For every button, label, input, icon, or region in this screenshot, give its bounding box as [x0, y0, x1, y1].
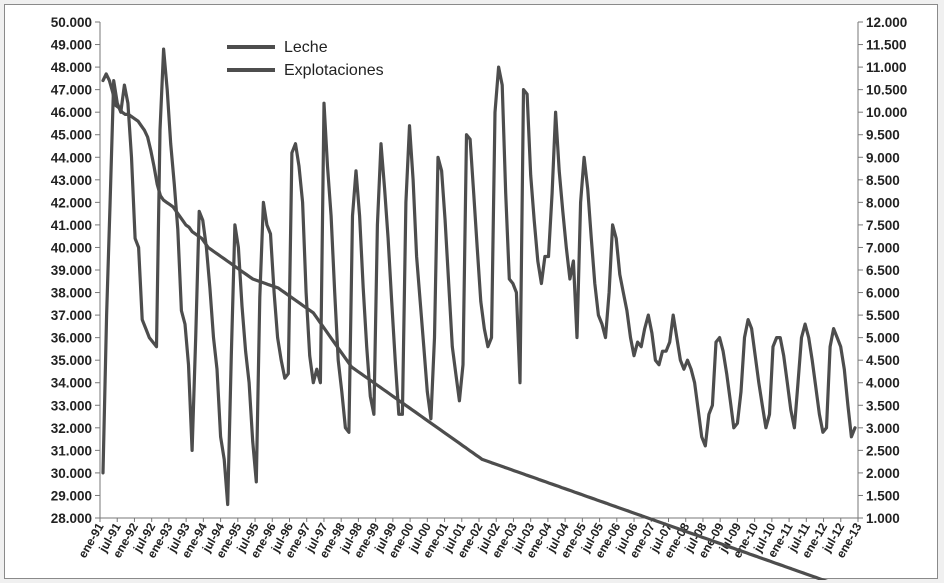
y-left-tick-label: 46.000 [51, 105, 92, 120]
y-left-tick-label: 42.000 [51, 195, 92, 210]
y-right-tick-label: 2.000 [866, 466, 900, 481]
y-right-tick-label: 8.500 [866, 173, 900, 188]
y-right-tick-label: 3.000 [866, 421, 900, 436]
y-left-tick-label: 36.000 [51, 331, 92, 346]
y-left-tick-label: 43.000 [51, 173, 92, 188]
y-left-tick-label: 32.000 [51, 421, 92, 436]
y-right-tick-label: 5.500 [866, 308, 900, 323]
y-right-tick-label: 9.000 [866, 150, 900, 165]
y-left-tick-label: 44.000 [51, 150, 92, 165]
y-left-tick-label: 41.000 [51, 218, 92, 233]
y-left-tick-label: 50.000 [51, 15, 92, 30]
legend-label-explotaciones: Explotaciones [284, 62, 384, 79]
y-left-tick-label: 29.000 [51, 488, 92, 503]
y-left-tick-label: 28.000 [51, 511, 92, 526]
y-right-tick-label: 9.500 [866, 128, 900, 143]
y-right-tick-label: 4.000 [866, 376, 900, 391]
y-right-tick-label: 1.500 [866, 488, 900, 503]
chart-axes: 28.000 29.000 30.000 31.000 32.000 33.000 34.0… [51, 15, 908, 560]
y-left-tick-label: 35.000 [51, 353, 92, 368]
legend-label-leche: Leche [284, 39, 328, 56]
y-right-tick-label: 3.500 [866, 398, 900, 413]
y-right-tick-label: 8.000 [866, 195, 900, 210]
series-line-leche [101, 47, 857, 507]
y-right-tick-label: 11.500 [866, 38, 907, 53]
line-chart: 28.000 29.000 30.000 31.000 32.000 33.000 34.0… [51, 15, 908, 580]
series-line-explotaciones [101, 72, 828, 580]
chart-frame: 28.000 29.000 30.000 31.000 32.000 33.000 34.0… [4, 4, 938, 580]
y-left-tick-label: 45.000 [51, 128, 92, 143]
y-right-tick-label: 6.500 [866, 263, 900, 278]
y-left-tick-label: 37.000 [51, 308, 92, 323]
y-right-tick-label: 5.000 [866, 331, 900, 346]
y-left-tick-label: 31.000 [51, 443, 92, 458]
y-right-tick-label: 1.000 [866, 511, 900, 526]
y-right-tick-label: 12.000 [866, 15, 907, 30]
y-right-tick-label: 7.500 [866, 218, 900, 233]
y-left-tick-label: 33.000 [51, 398, 92, 413]
y-right-tick-label: 10.500 [866, 83, 907, 98]
y-left-tick-label: 40.000 [51, 240, 92, 255]
y-right-tick-label: 11.000 [866, 60, 907, 75]
y-left-tick-label: 34.000 [51, 376, 92, 391]
y-left-tick-label: 39.000 [51, 263, 92, 278]
y-left-tick-label: 30.000 [51, 466, 92, 481]
y-left-tick-label: 47.000 [51, 83, 92, 98]
y-right-tick-label: 6.000 [866, 286, 900, 301]
y-right-tick-label: 2.500 [866, 443, 900, 458]
y-left-tick-label: 49.000 [51, 38, 92, 53]
chart-series [101, 47, 857, 580]
chart-legend: Leche Explotaciones [227, 39, 384, 79]
y-right-tick-label: 10.000 [866, 105, 907, 120]
y-left-tick-label: 38.000 [51, 286, 92, 301]
y-right-tick-label: 7.000 [866, 240, 900, 255]
y-right-tick-label: 4.500 [866, 353, 900, 368]
y-left-tick-label: 48.000 [51, 60, 92, 75]
